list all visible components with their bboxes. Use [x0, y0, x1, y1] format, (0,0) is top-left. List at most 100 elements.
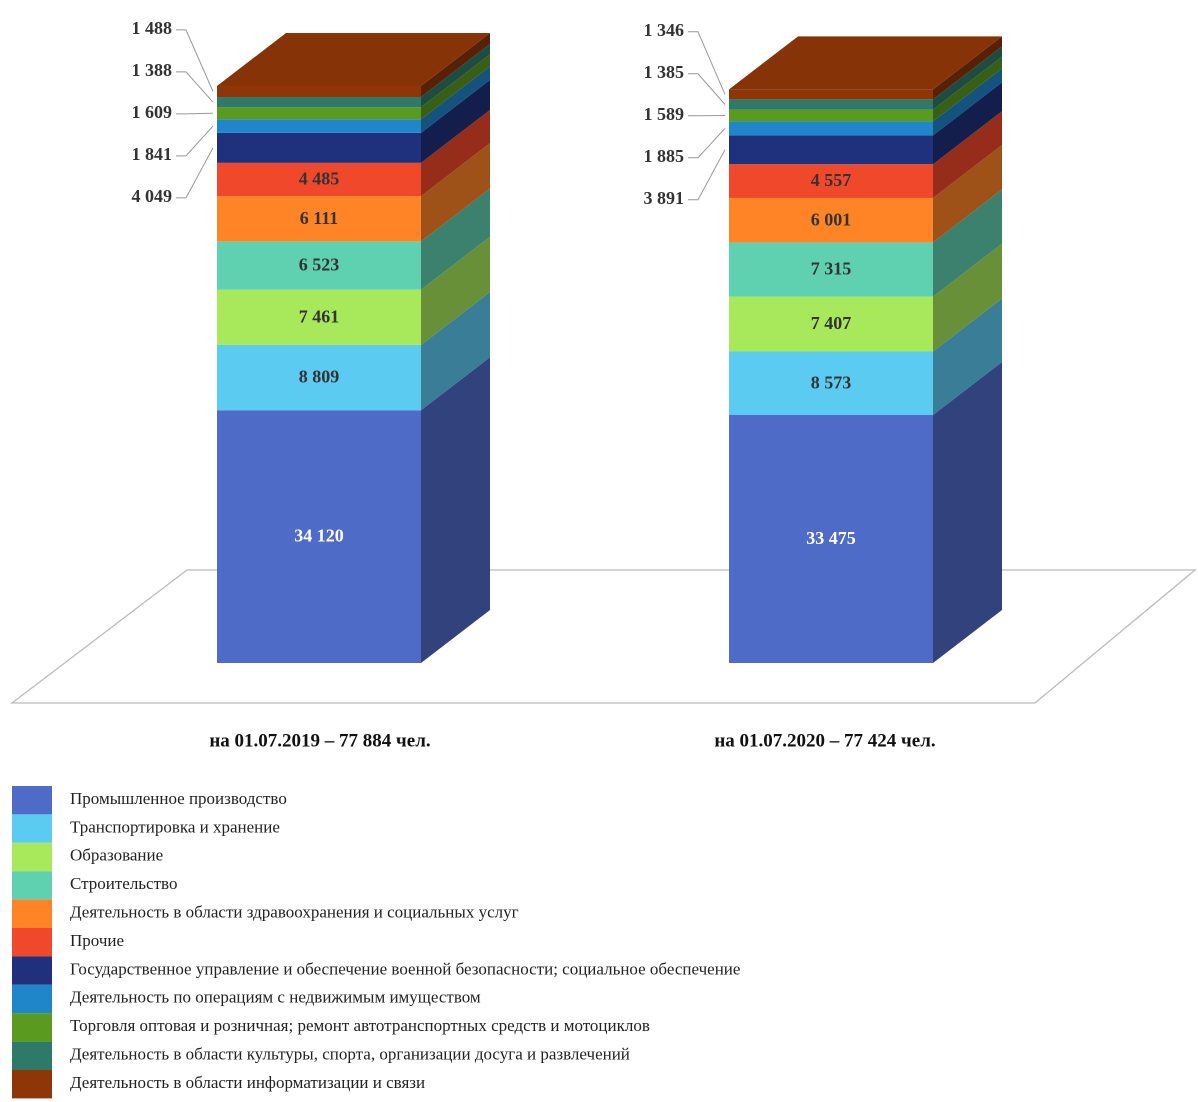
bar-segment — [729, 242, 933, 297]
bar-segment — [729, 415, 933, 663]
legend-label: Деятельность в области информатизации и … — [70, 1073, 425, 1092]
legend-label: Торговля оптовая и розничная; ремонт авт… — [70, 1016, 650, 1035]
leader-line — [176, 29, 214, 92]
legend-swatch — [12, 956, 52, 985]
value-label: 6 111 — [300, 208, 339, 228]
legend-swatch — [12, 984, 52, 1014]
value-label: 6 523 — [299, 255, 340, 275]
bar-segment — [217, 107, 421, 120]
legend-swatch — [12, 1070, 52, 1099]
bar-segment — [729, 109, 933, 122]
bar-side — [933, 56, 1002, 122]
bar-segment — [217, 119, 421, 133]
bar-segment — [217, 86, 421, 98]
value-label: 4 485 — [299, 169, 340, 189]
value-label: 1 346 — [644, 20, 685, 40]
bar-segment — [729, 89, 933, 100]
bar-side — [933, 111, 1002, 198]
legend-swatch — [12, 928, 52, 957]
bar-top — [217, 33, 490, 86]
leader-line — [688, 73, 726, 105]
bar-segment — [217, 410, 421, 663]
bar-side — [933, 362, 1002, 663]
legend-label: Транспортировка и хранение — [70, 817, 280, 836]
value-label: 7 315 — [811, 259, 852, 279]
value-label: 34 120 — [294, 526, 344, 546]
legend-label: Прочие — [70, 931, 124, 950]
bar-side — [421, 291, 490, 411]
legend-swatch — [12, 842, 52, 872]
value-label: 7 407 — [811, 313, 852, 333]
value-label: 1 609 — [132, 102, 173, 122]
floor — [10, 569, 1197, 704]
bar-segment — [729, 197, 933, 243]
bar-side — [421, 236, 490, 345]
bar-side — [421, 79, 490, 163]
bar-side — [933, 46, 1002, 110]
leader-line — [688, 128, 726, 159]
bar-segment — [729, 296, 933, 352]
bar-side — [933, 243, 1002, 352]
bar-segment — [729, 164, 933, 198]
value-label: 4 049 — [132, 186, 173, 206]
value-label: 4 557 — [811, 170, 852, 190]
value-label: 6 001 — [811, 209, 852, 229]
bar-side — [421, 188, 490, 290]
leader-line — [688, 149, 726, 201]
legend-swatch — [12, 814, 52, 843]
bar-side — [933, 298, 1002, 416]
bar-segment — [729, 99, 933, 110]
bar-side — [933, 68, 1002, 136]
bar-side — [421, 44, 490, 108]
value-label: 8 809 — [299, 367, 340, 387]
bar-side — [421, 143, 490, 242]
legend-label: Промышленное производство — [70, 789, 287, 808]
legend-label: Деятельность в области здравоохранения и… — [70, 903, 519, 922]
legend-label: Государственное управление и обеспечение… — [70, 959, 740, 978]
value-label: 7 461 — [299, 306, 340, 326]
value-label: 1 841 — [132, 144, 173, 164]
bar-segment — [217, 344, 421, 411]
bar-segment — [217, 132, 421, 163]
bar-side — [421, 357, 490, 663]
value-label: 1 589 — [644, 104, 685, 124]
value-label: 1 488 — [132, 18, 173, 38]
bar-side — [421, 33, 490, 98]
bar-segment — [217, 289, 421, 345]
value-label: 1 388 — [132, 60, 173, 80]
legend-swatch — [12, 899, 52, 928]
value-label: 8 573 — [811, 372, 852, 392]
legend-swatch — [12, 871, 52, 900]
bar-segment — [217, 162, 421, 197]
bar-side — [421, 109, 490, 197]
bar-segment — [217, 97, 421, 108]
value-label: 1 885 — [644, 146, 685, 166]
bar-segment — [217, 196, 421, 242]
legend-swatch — [12, 786, 52, 815]
bar-segment — [217, 241, 421, 290]
leader-line — [176, 125, 214, 157]
value-label: 3 891 — [644, 188, 685, 208]
value-label: 1 385 — [644, 62, 685, 82]
leader-line — [176, 147, 214, 199]
value-label: 33 475 — [806, 528, 856, 548]
bar-side — [933, 82, 1002, 165]
bar-segment — [729, 121, 933, 136]
leader-line — [176, 71, 214, 103]
category-label: на 01.07.2019 – 77 884 чел. — [209, 730, 430, 751]
leader-line — [688, 31, 726, 95]
legend-swatch — [12, 1041, 52, 1070]
bar-segment — [729, 135, 933, 165]
legend-label: Деятельность по операциям с недвижимым и… — [70, 988, 481, 1007]
category-label: на 01.07.2020 – 77 424 чел. — [714, 730, 935, 751]
bar-side — [933, 36, 1002, 100]
legend-label: Деятельность в области культуры, спорта,… — [70, 1045, 630, 1064]
bar-side — [933, 144, 1002, 243]
bar-side — [421, 66, 490, 133]
bar-top — [729, 36, 1002, 90]
legend-label: Строительство — [70, 874, 177, 893]
bar-side — [421, 54, 490, 120]
leader-line — [176, 112, 214, 115]
legend-label: Образование — [70, 846, 163, 865]
